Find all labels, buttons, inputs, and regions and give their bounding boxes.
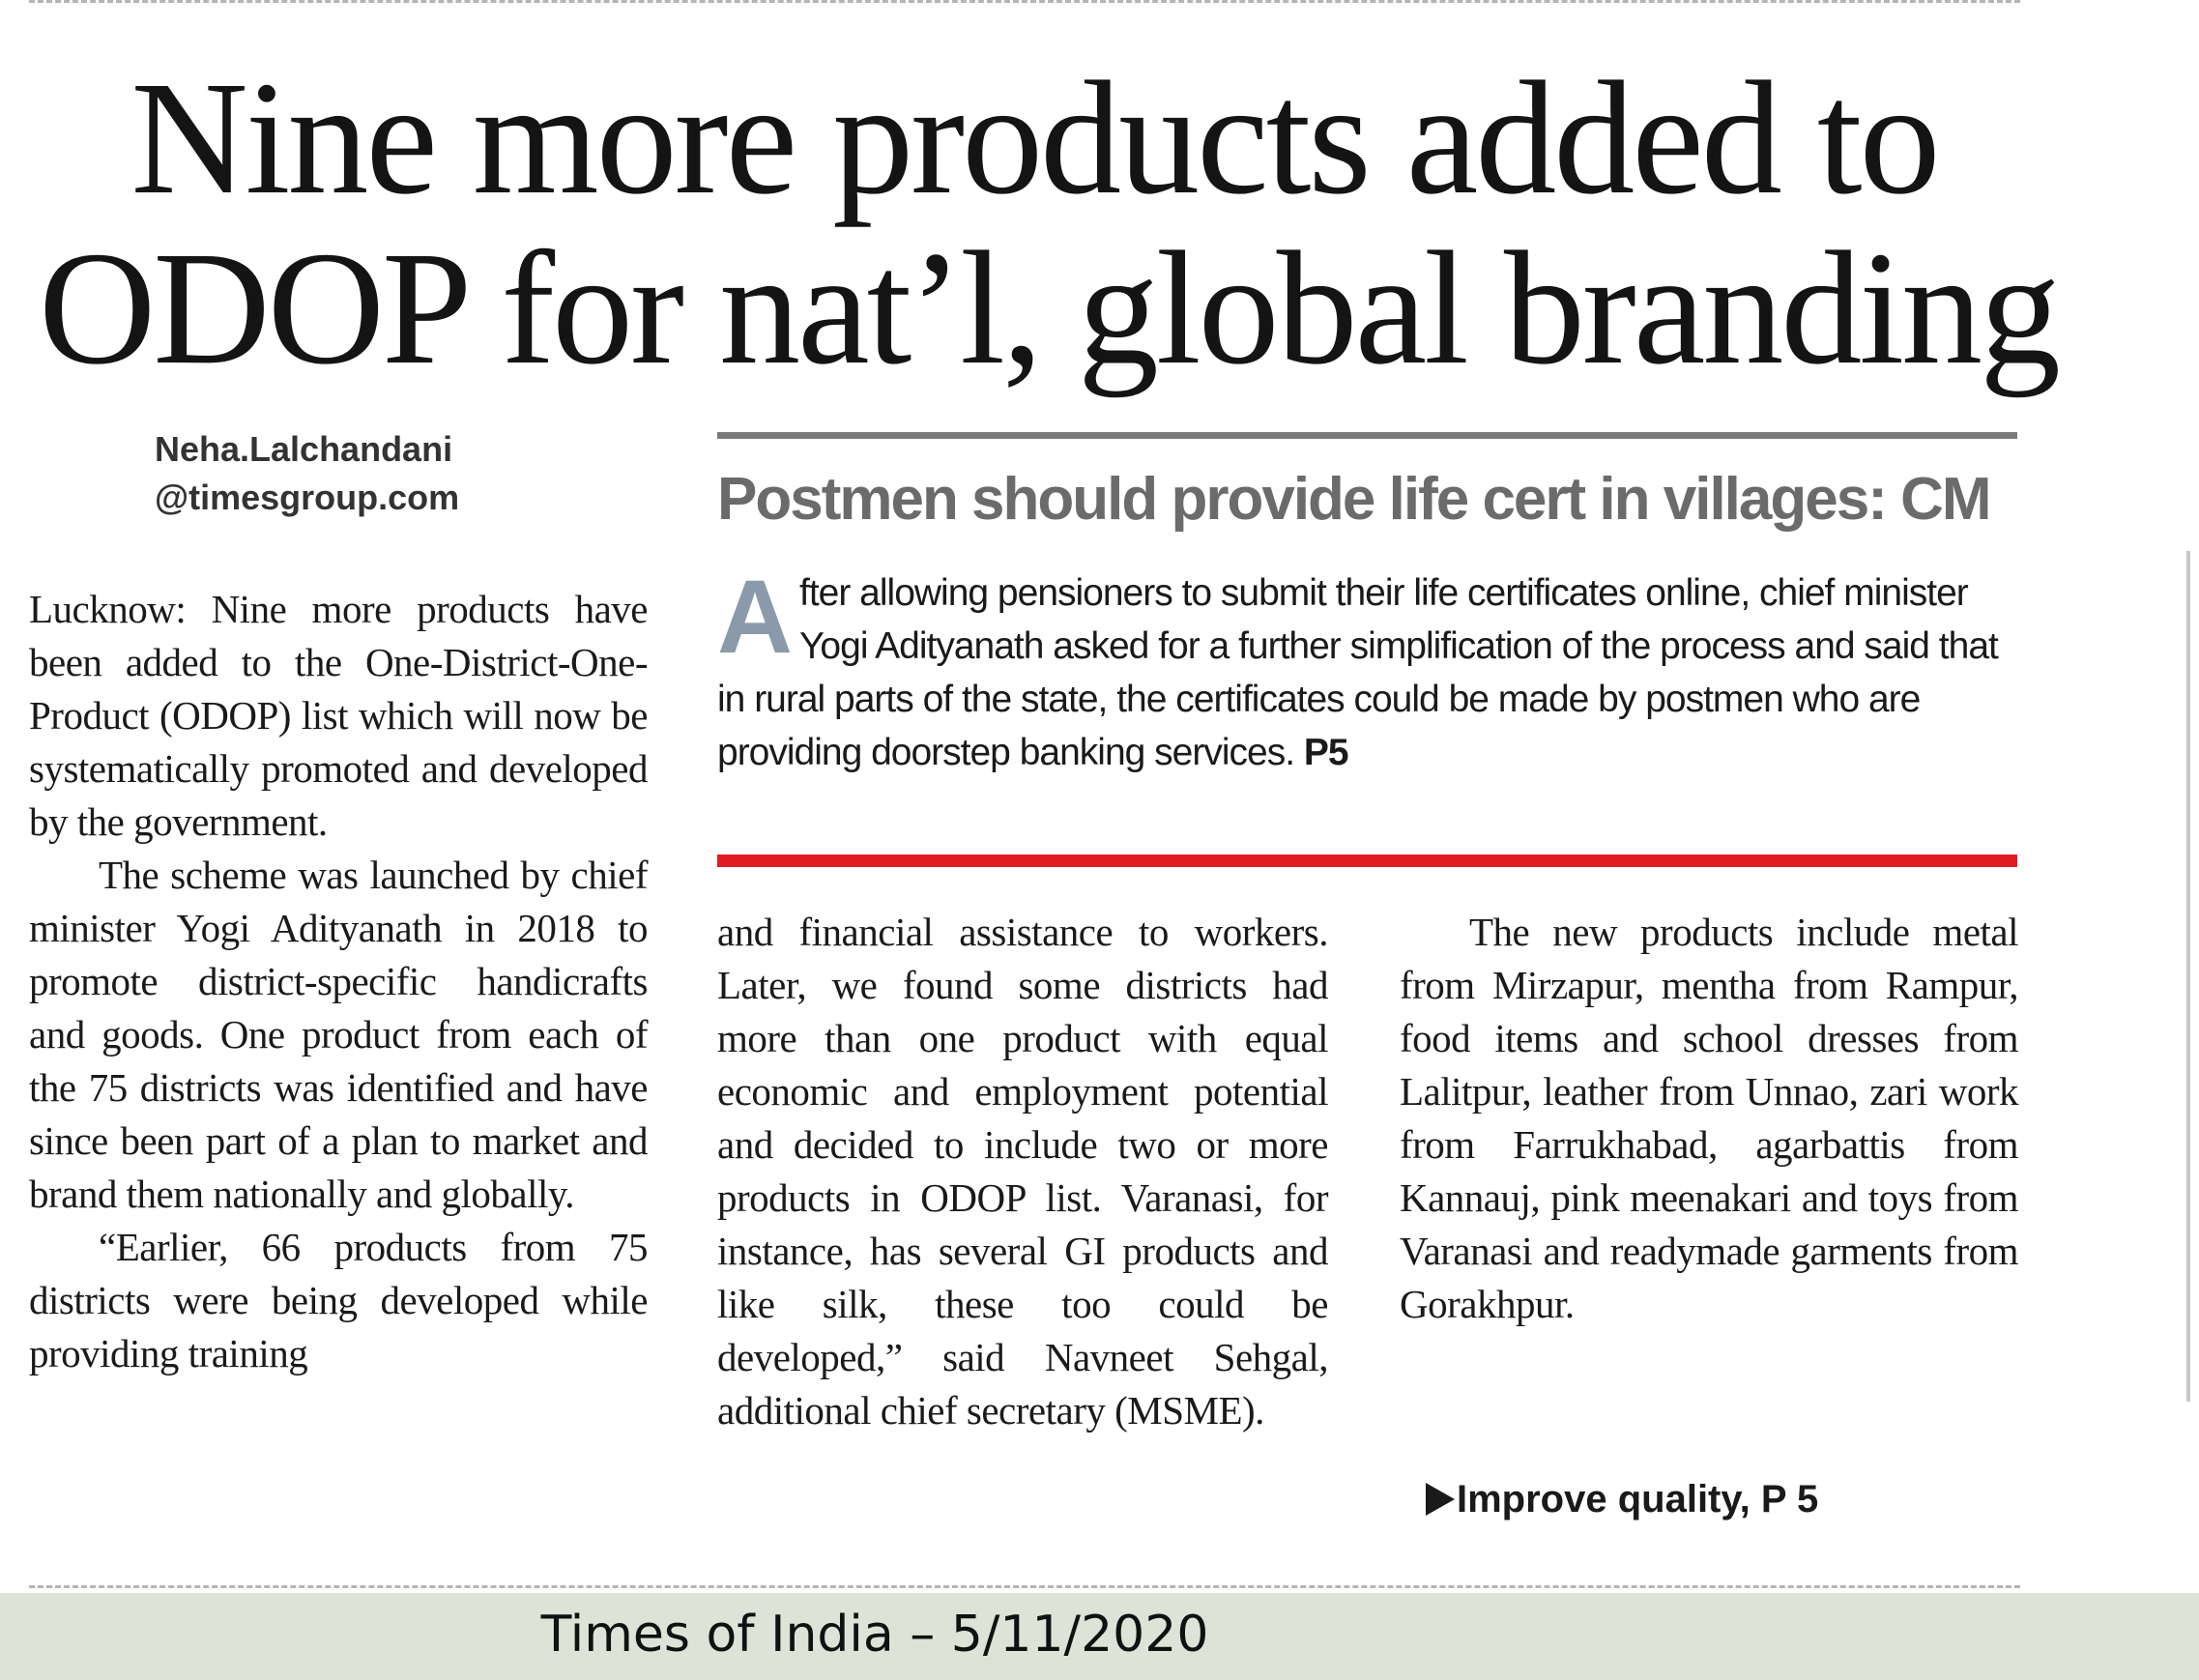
bottom-dashed-divider (29, 1585, 2020, 1588)
headline-line-2: ODOP for nat’l, global branding (39, 218, 2061, 398)
article-paragraph: Lucknow: Nine more products have been ad… (29, 587, 649, 844)
top-dashed-divider (29, 0, 2020, 3)
sidebar-text: fter allowing pensioners to submit their… (717, 572, 1999, 773)
byline-name: Neha.Lalchandani (155, 429, 453, 469)
article-column-3: The new products include metal from Mirz… (1400, 906, 2019, 1331)
jump-label: Improve quality, P 5 (1457, 1478, 1819, 1521)
article-column-1: Lucknow: Nine more products have been ad… (29, 583, 649, 1380)
byline-email: @timesgroup.com (155, 478, 460, 517)
sidebar-title: Postmen should provide life cert in vill… (717, 466, 1992, 533)
caption-bar: Times of India – 5/11/2020 (0, 1593, 2199, 1680)
headline-line-1: Nine more products added to (130, 48, 1940, 228)
source-caption: Times of India – 5/11/2020 (540, 1606, 1209, 1664)
article-column-2: and financial assistance to workers. Lat… (717, 906, 1329, 1437)
dateline: Lucknow: (29, 587, 187, 631)
article-paragraph: “Earlier, 66 products from 75 districts … (29, 1225, 649, 1376)
byline: Neha.Lalchandani @timesgroup.com (155, 425, 459, 522)
article-paragraph: The new products include metal from Mirz… (1400, 910, 2019, 1326)
triangle-right-icon (1426, 1483, 1455, 1516)
sidebar-box: Postmen should provide life cert in vill… (717, 432, 2017, 869)
red-divider (717, 854, 2017, 867)
dropcap: A (717, 558, 793, 675)
article-paragraph: and financial assistance to workers. Lat… (717, 910, 1329, 1433)
jump-link[interactable]: Improve quality, P 5 (1426, 1472, 1818, 1526)
scrollbar[interactable] (2186, 551, 2190, 1402)
sidebar-page-ref: P5 (1303, 732, 1349, 773)
headline: Nine more products added to ODOP for nat… (39, 48, 2061, 398)
article-paragraph: The scheme was launched by chief ministe… (29, 853, 649, 1216)
